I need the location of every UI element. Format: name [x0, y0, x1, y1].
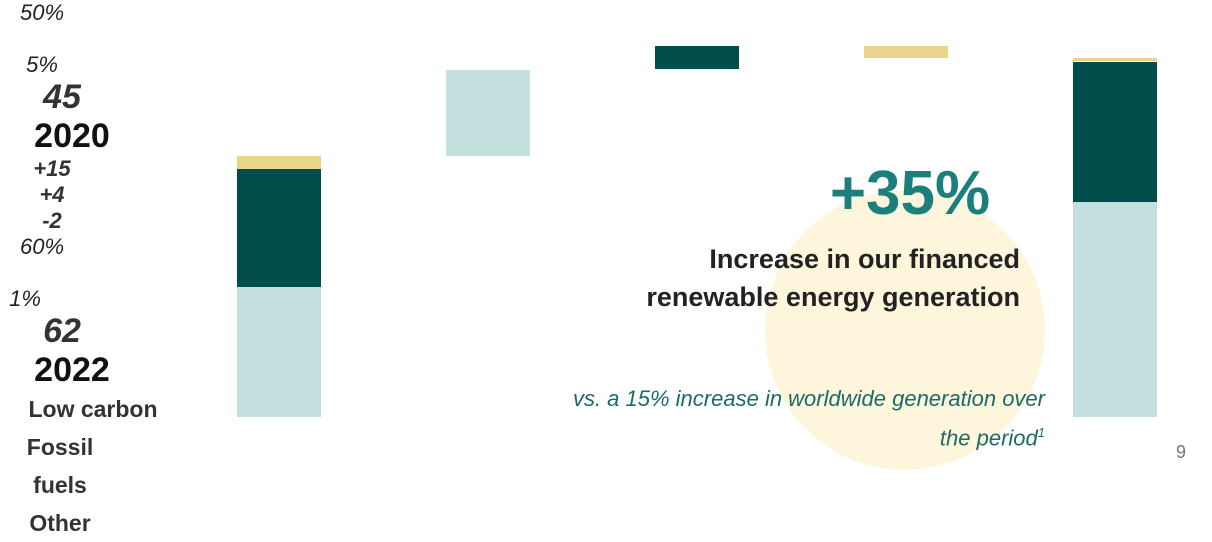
year-label: 2020	[34, 117, 110, 155]
share-label: 1%	[9, 286, 41, 311]
share-label: 60%	[19, 234, 65, 259]
total-label: 62	[43, 312, 81, 350]
share-label: 45%	[19, 26, 65, 51]
legend-label: Fossil fuels	[26, 434, 94, 498]
share-label: 39%	[19, 260, 65, 285]
share-label: 5%	[26, 52, 58, 77]
stack-segment	[237, 286, 321, 417]
footnote-mark: 1	[1037, 425, 1045, 440]
stack-segment	[237, 156, 321, 170]
step-label: +15	[33, 156, 71, 181]
stack-segment	[1073, 61, 1157, 202]
year-label: 2022	[34, 351, 110, 389]
step-bar	[864, 46, 948, 58]
stack-segment	[1073, 201, 1157, 417]
legend-label: Other	[29, 510, 91, 536]
headline: +35%	[829, 159, 991, 228]
stack-segment	[1073, 57, 1157, 62]
legend-label: Low carbon	[28, 396, 158, 422]
step-bar	[446, 69, 530, 157]
step-label: +4	[39, 182, 65, 207]
stack-segment	[237, 169, 321, 287]
highlight-circle	[765, 190, 1045, 470]
annotation-text: Increase in our financed renewable energ…	[646, 244, 1020, 312]
total-label: 45	[43, 78, 81, 116]
step-label: -2	[42, 208, 62, 233]
step-bar	[655, 46, 739, 70]
page-number: 9	[1176, 442, 1187, 462]
page: +35% Increase in our financed renewable …	[9, 0, 1187, 536]
note-text: vs. a 15% increase in worldwide generati…	[572, 386, 1045, 451]
slide: +35% Increase in our financed renewable …	[9, 0, 1187, 536]
annotation-note: vs. a 15% increase in worldwide generati…	[560, 382, 1045, 455]
share-label: 50%	[19, 0, 65, 25]
